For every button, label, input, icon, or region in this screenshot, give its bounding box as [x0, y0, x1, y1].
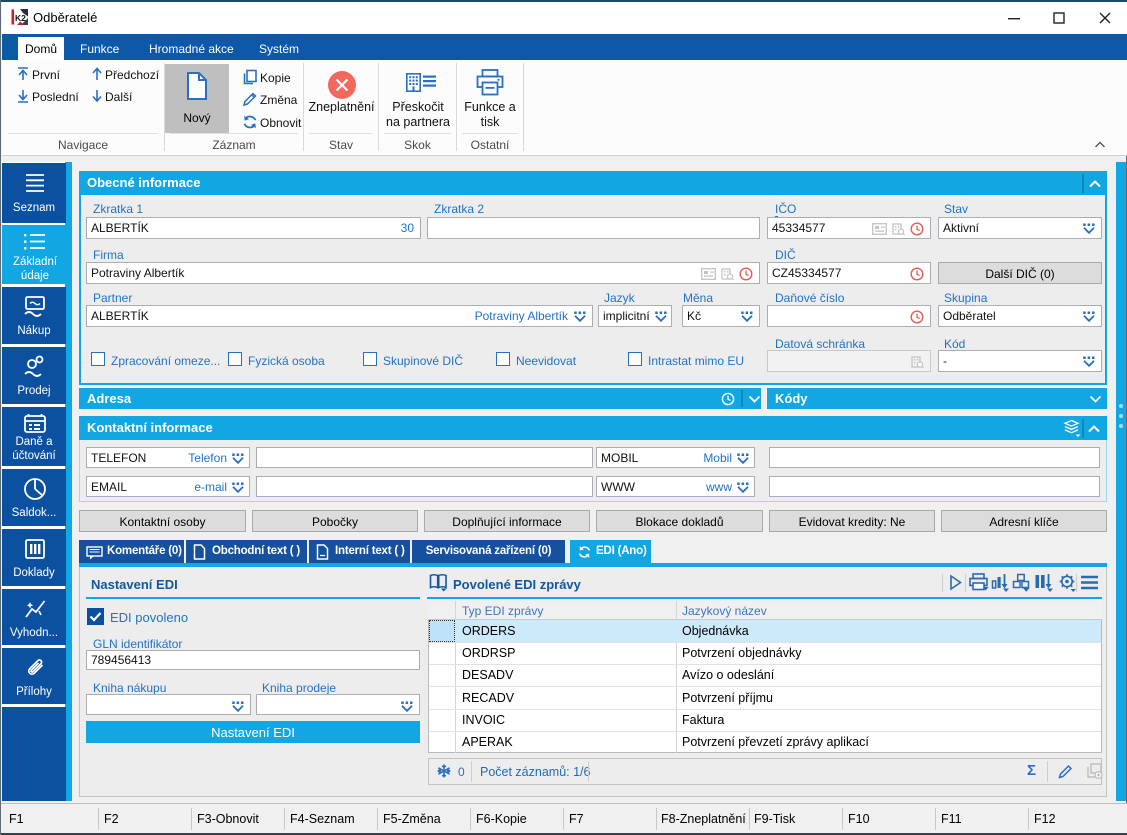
svg-text:K2: K2	[15, 13, 26, 23]
